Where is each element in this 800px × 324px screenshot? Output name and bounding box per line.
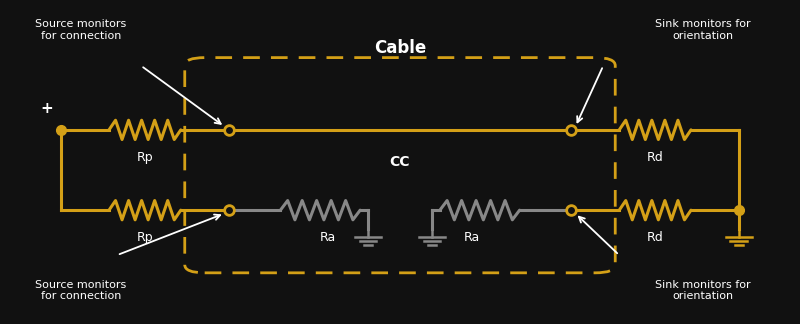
Text: Cable: Cable: [374, 39, 426, 57]
Text: CC: CC: [390, 155, 410, 169]
Text: Source monitors
for connection: Source monitors for connection: [35, 280, 126, 301]
Text: Ra: Ra: [464, 231, 480, 244]
Text: Rd: Rd: [646, 231, 663, 244]
Text: Ra: Ra: [320, 231, 336, 244]
Text: Sink monitors for
orientation: Sink monitors for orientation: [655, 280, 750, 301]
Text: Source monitors
for connection: Source monitors for connection: [35, 19, 126, 41]
Text: Rd: Rd: [646, 151, 663, 164]
Text: Rp: Rp: [137, 151, 154, 164]
Text: Rp: Rp: [137, 231, 154, 244]
Text: Sink monitors for
orientation: Sink monitors for orientation: [655, 19, 750, 41]
Text: +: +: [41, 101, 54, 117]
